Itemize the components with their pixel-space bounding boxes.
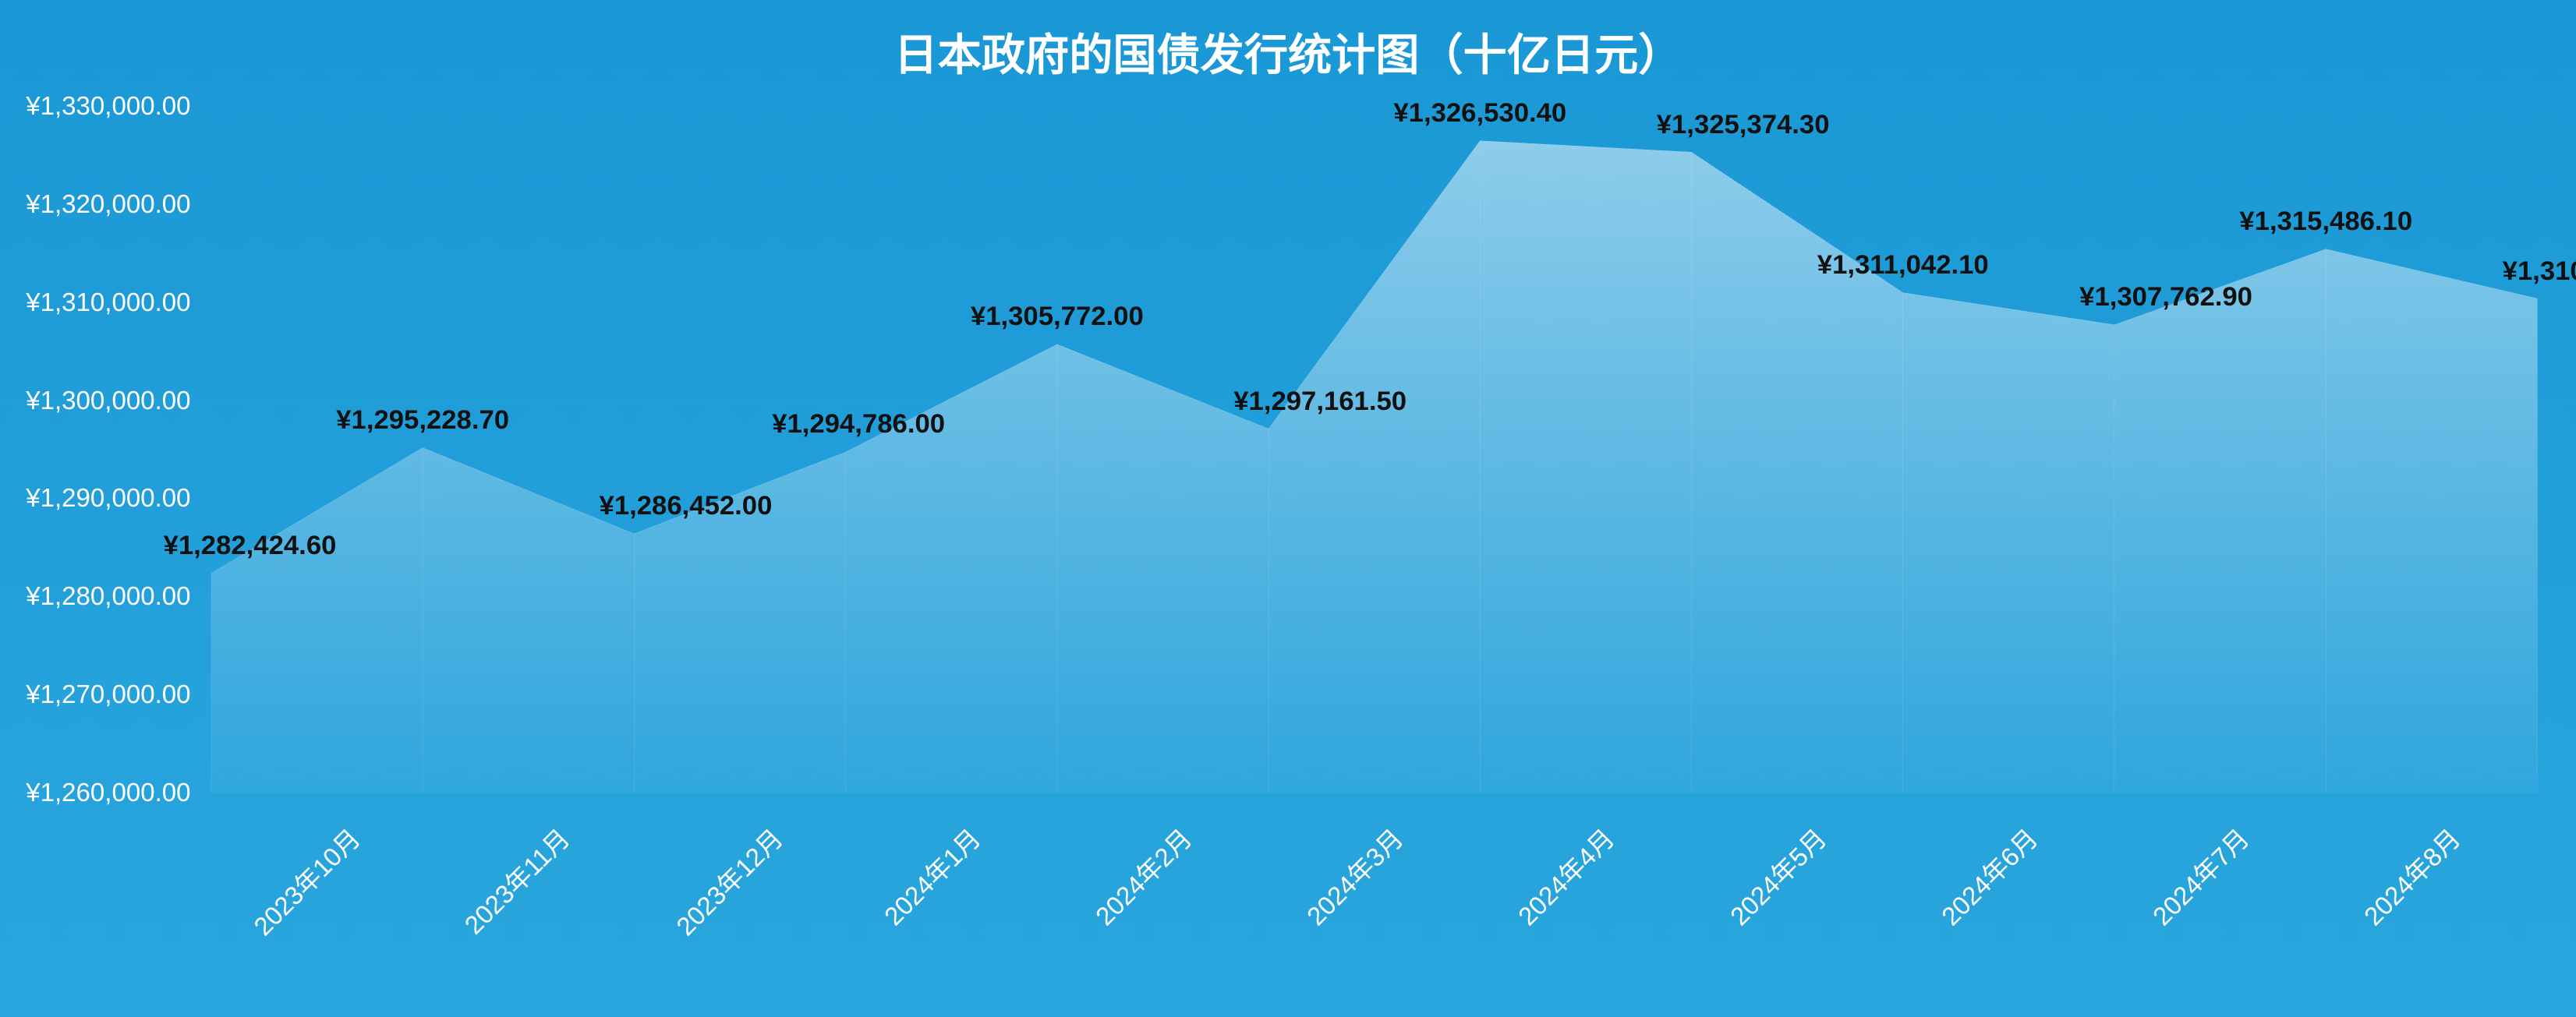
data-point-label: ¥1,325,374.30 — [1657, 110, 1830, 140]
y-tick-label: ¥1,290,000.00 — [26, 484, 190, 514]
data-point-label: ¥1,282,424.60 — [164, 531, 337, 561]
y-tick-label: ¥1,300,000.00 — [26, 387, 190, 416]
y-tick-label: ¥1,270,000.00 — [26, 680, 190, 710]
data-point-label: ¥1,305,772.00 — [971, 302, 1144, 332]
data-point-label: ¥1,294,786.00 — [772, 409, 945, 440]
data-point-label: ¥1,307,762.90 — [2079, 282, 2252, 313]
data-point-label: ¥1,311,042.10 — [1817, 250, 1989, 281]
data-point-label: ¥1,295,228.70 — [336, 405, 509, 436]
y-tick-label: ¥1,330,000.00 — [26, 92, 190, 122]
area-fill — [211, 141, 2538, 793]
y-tick-label: ¥1,310,000.00 — [26, 288, 190, 318]
data-point-label: ¥1,310,438.50 — [2503, 256, 2576, 287]
y-tick-label: ¥1,280,000.00 — [26, 582, 190, 612]
data-point-label: ¥1,326,530.40 — [1393, 98, 1566, 129]
y-tick-label: ¥1,260,000.00 — [26, 779, 190, 808]
y-tick-label: ¥1,320,000.00 — [26, 190, 190, 220]
data-point-label: ¥1,297,161.50 — [1233, 387, 1407, 417]
data-point-label: ¥1,315,486.10 — [2239, 207, 2412, 237]
chart-container: 日本政府的国债发行统计图（十亿日元） ¥1,260,000.00¥1,270,0… — [0, 0, 2576, 1017]
data-point-label: ¥1,286,452.00 — [600, 491, 773, 521]
